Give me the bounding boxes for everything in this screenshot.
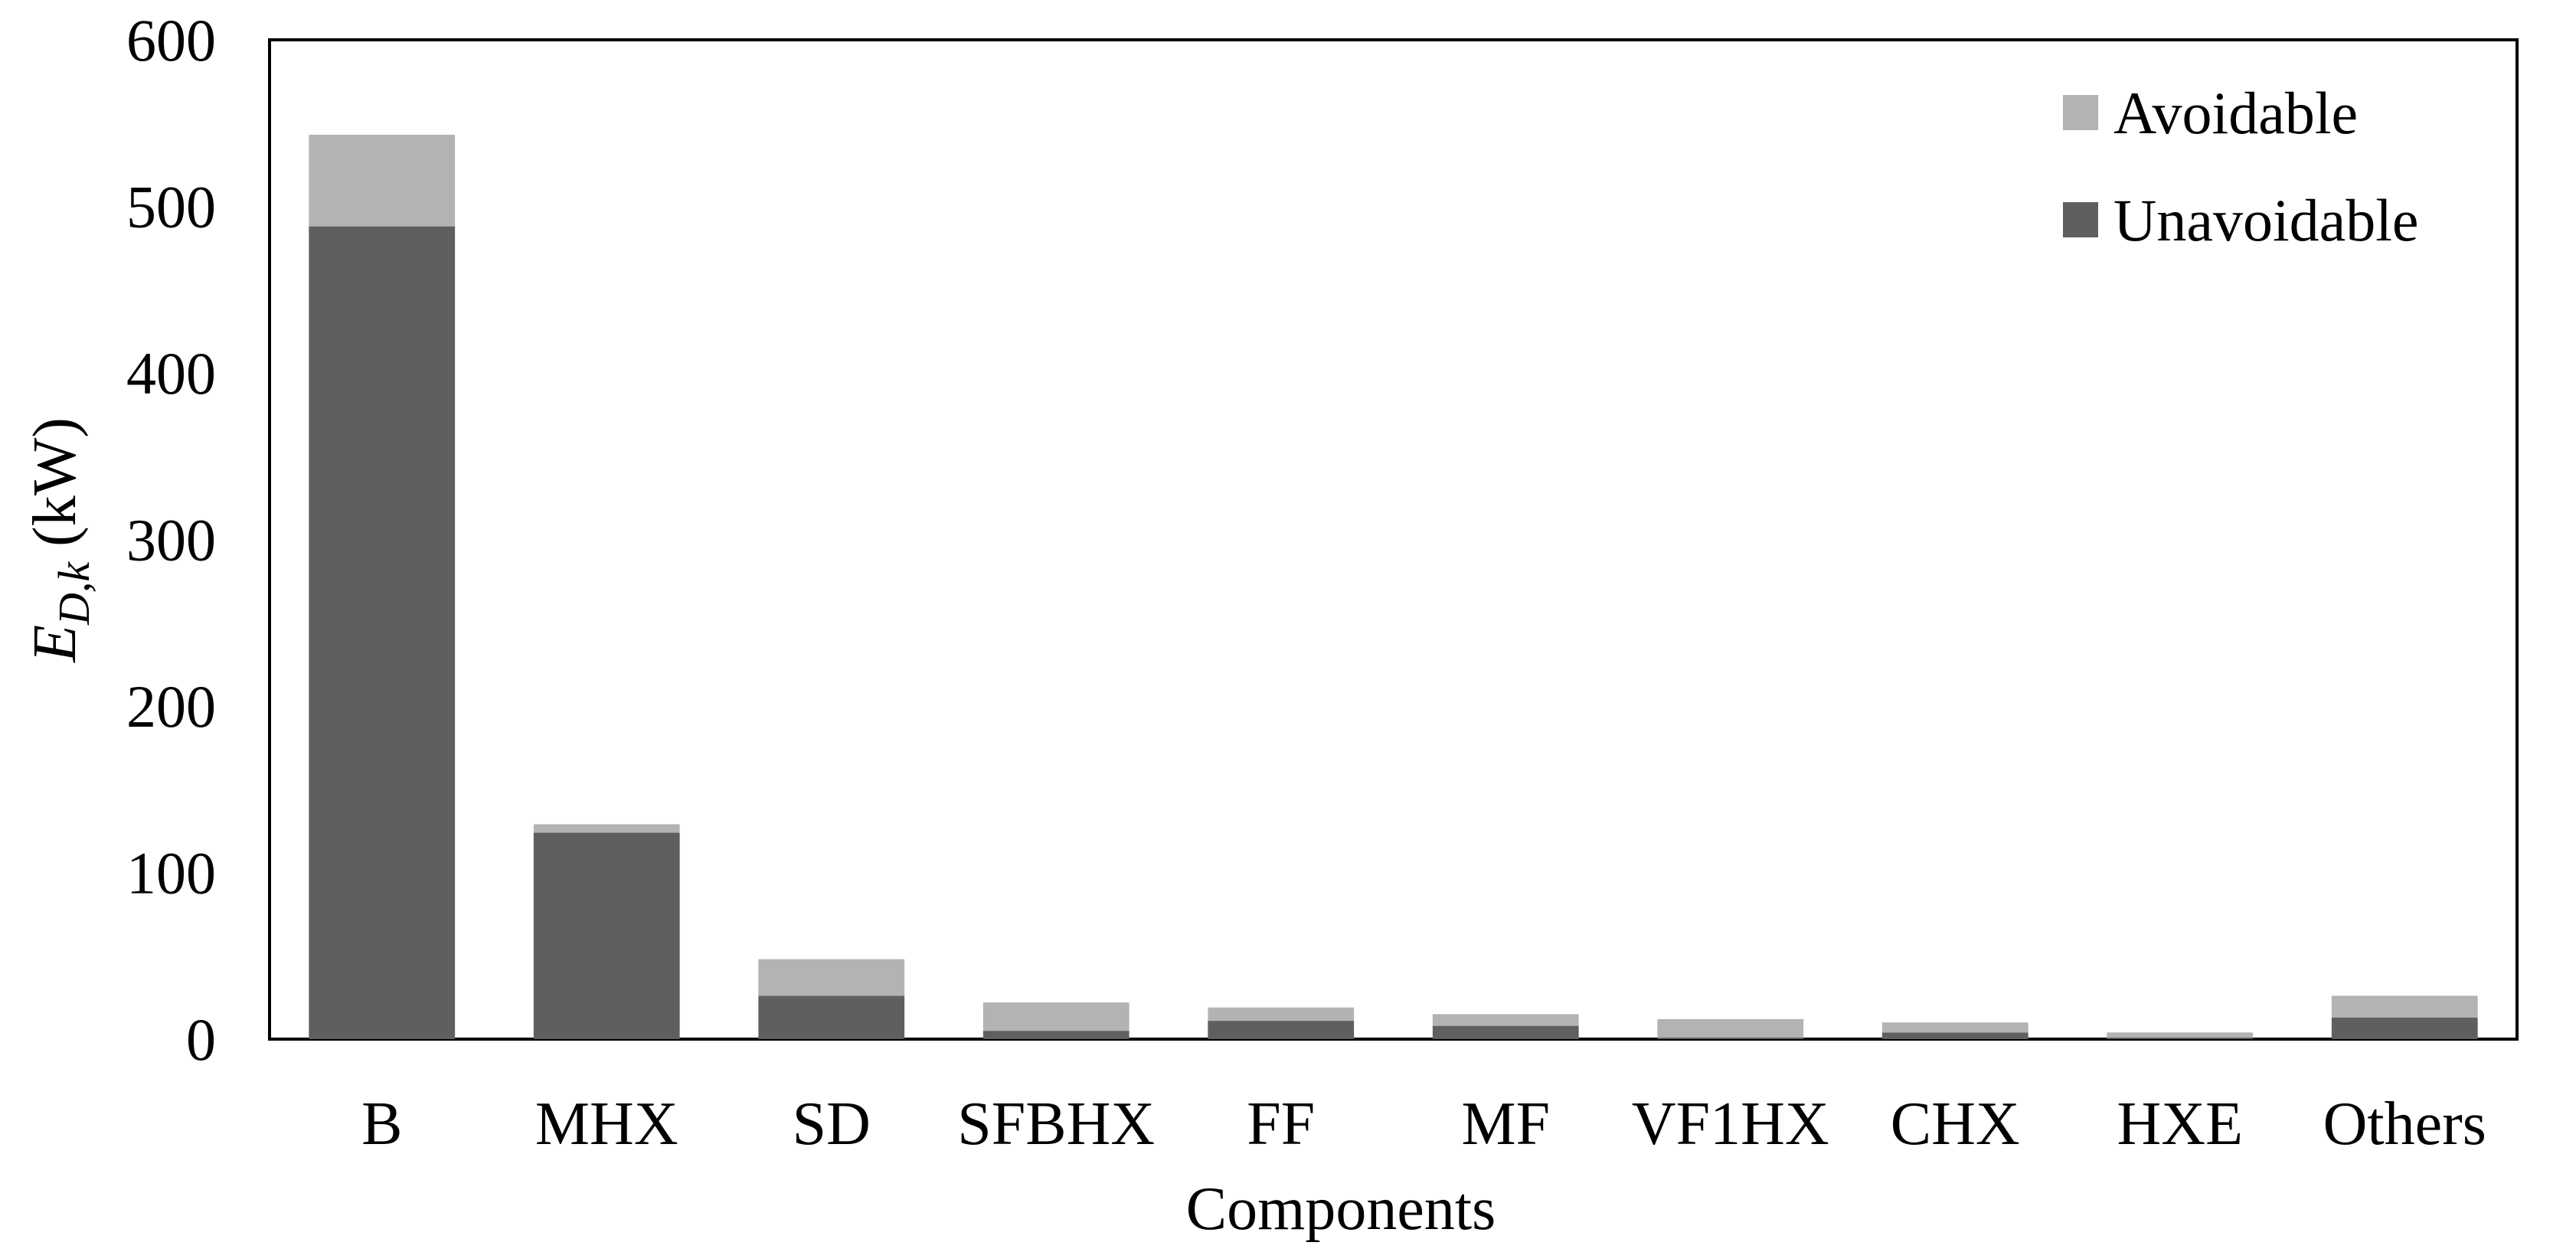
x-category-label: SFBHX: [957, 1090, 1155, 1158]
bar-unavoidable-hxe: [2107, 1037, 2254, 1039]
bar-unavoidable-sd: [758, 995, 905, 1039]
bar-unavoidable-chx: [1881, 1032, 2028, 1039]
y-axis-title-unit: (kW): [21, 417, 89, 562]
y-axis-title-symbol: E: [21, 625, 89, 663]
x-category-label: MF: [1461, 1090, 1550, 1158]
bar-unavoidable-b: [309, 226, 456, 1040]
bar-avoidable-mf: [1432, 1014, 1579, 1026]
y-axis-ticks: 0 100 200 300 400 500 600: [126, 7, 216, 1073]
x-category-label: CHX: [1891, 1090, 2020, 1158]
x-category-label: B: [361, 1090, 402, 1158]
y-tick-label: 0: [186, 1006, 216, 1073]
legend-label-avoidable: Avoidable: [2113, 80, 2358, 146]
bar-avoidable-vf1hx: [1657, 1018, 1804, 1038]
legend: Avoidable Unavoidable: [2063, 80, 2419, 253]
bar-unavoidable-vf1hx: [1657, 1037, 1804, 1039]
y-axis-title-subscript: D,k: [49, 561, 99, 626]
bar-avoidable-others: [2331, 995, 2478, 1018]
x-category-label: SD: [793, 1090, 871, 1158]
x-category-label: FF: [1247, 1090, 1315, 1158]
legend-swatch-avoidable: [2063, 95, 2098, 130]
x-category-label: Others: [2323, 1090, 2486, 1158]
y-axis-title: ED,k (kW): [21, 417, 99, 663]
y-tick-label: 600: [126, 7, 216, 74]
bar-unavoidable-sfbhx: [982, 1031, 1129, 1039]
x-axis-category-labels: B MHX SD SFBHX FF MF VF1HX CHX HXE Others: [361, 1090, 2486, 1158]
y-tick-label: 400: [126, 340, 216, 407]
bar-avoidable-chx: [1881, 1022, 2028, 1033]
bar-unavoidable-mhx: [533, 832, 680, 1039]
x-axis-title: Components: [1186, 1175, 1496, 1243]
x-category-label: VF1HX: [1632, 1090, 1829, 1158]
bar-avoidable-sfbhx: [982, 1002, 1129, 1031]
bar-unavoidable-mf: [1432, 1025, 1579, 1039]
y-tick-label: 500: [126, 174, 216, 240]
bar-avoidable-sd: [758, 959, 905, 996]
x-category-label: HXE: [2117, 1090, 2243, 1158]
bars-layer: [309, 134, 2478, 1040]
x-category-label: MHX: [535, 1090, 678, 1158]
plot-area-frame: [268, 38, 2519, 1041]
y-tick-label: 300: [126, 507, 216, 574]
legend-label-unavoidable: Unavoidable: [2113, 187, 2419, 253]
bar-avoidable-ff: [1208, 1007, 1355, 1022]
bar-unavoidable-others: [2331, 1017, 2478, 1039]
bar-avoidable-mhx: [533, 824, 680, 833]
legend-swatch-unavoidable: [2063, 202, 2098, 237]
y-tick-label: 200: [126, 673, 216, 740]
bar-avoidable-b: [309, 134, 456, 227]
bar-avoidable-hxe: [2107, 1032, 2254, 1038]
bar-unavoidable-ff: [1208, 1021, 1355, 1039]
y-tick-label: 100: [126, 840, 216, 907]
